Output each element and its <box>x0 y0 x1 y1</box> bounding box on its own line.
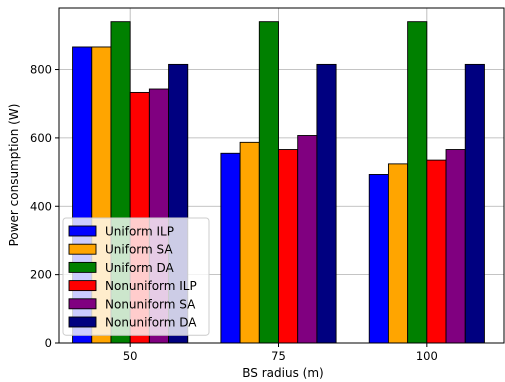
legend-swatch <box>68 225 97 237</box>
legend: Uniform ILP Uniform SA Uniform DA Nonunifor… <box>62 217 210 336</box>
y-tick-label: 600 <box>30 131 52 145</box>
bar <box>464 63 485 344</box>
legend-box <box>62 217 210 336</box>
bar <box>387 163 409 344</box>
x-axis-label: BS radius (m) <box>242 366 323 380</box>
y-tick-label: 0 <box>45 336 52 350</box>
bar <box>445 149 466 344</box>
legend-label: Uniform SA <box>105 243 173 257</box>
legend-label: Nonuniform DA <box>105 316 197 330</box>
legend-label: Nonuniform ILP <box>105 279 197 293</box>
legend-swatch <box>68 243 97 255</box>
plot-frame <box>58 7 505 344</box>
y-axis-label: Power consumption (W) <box>7 104 21 247</box>
x-tick-label: 50 <box>123 349 138 363</box>
y-tick-label: 400 <box>30 199 52 213</box>
x-tick-label: 100 <box>416 349 438 363</box>
bar <box>278 149 299 344</box>
legend-swatch <box>68 280 97 292</box>
bar <box>426 159 447 344</box>
legend-label: Uniform DA <box>105 261 175 275</box>
legend-label: Uniform ILP <box>105 225 174 239</box>
bar <box>258 21 279 344</box>
x-axis: 50 75 100 <box>123 343 438 363</box>
y-tick-label: 200 <box>30 268 52 282</box>
bar <box>220 152 241 344</box>
bar <box>368 174 389 344</box>
bar <box>297 135 318 344</box>
legend-swatch <box>68 316 97 328</box>
legend-label: Nonuniform SA <box>105 297 196 311</box>
x-tick-label: 75 <box>271 349 286 363</box>
legend-swatch <box>68 298 97 310</box>
bar <box>407 21 428 344</box>
bar <box>316 63 337 344</box>
y-tick-label: 800 <box>30 63 52 77</box>
y-axis: 0 200 400 600 800 <box>30 63 59 350</box>
legend-swatch <box>68 261 97 273</box>
bar <box>239 141 260 344</box>
